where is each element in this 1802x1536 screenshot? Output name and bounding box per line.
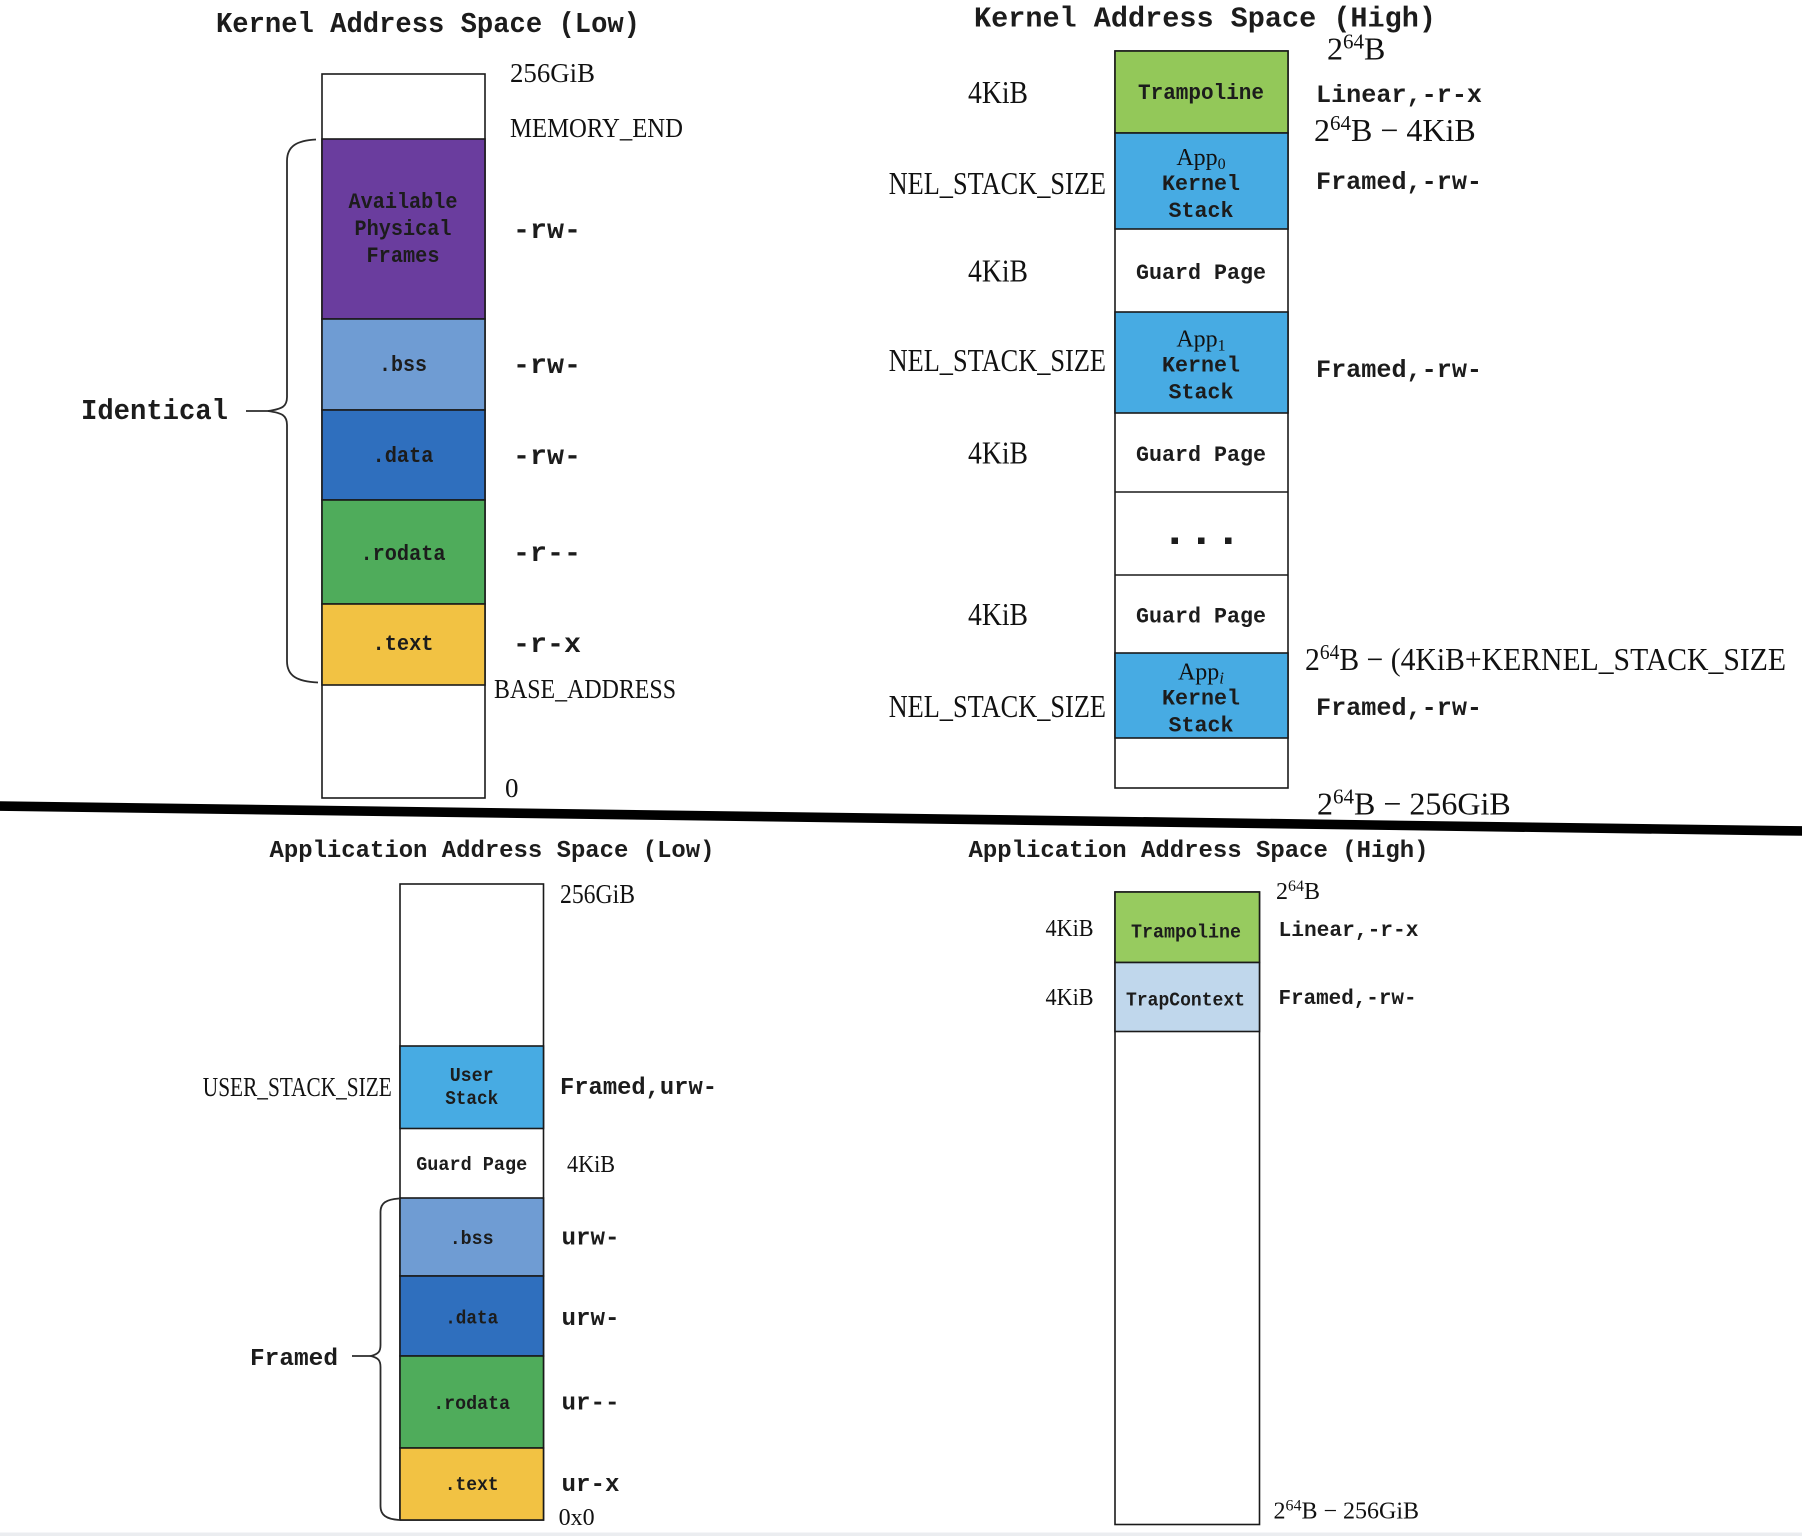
svg-text:ur--: ur-- xyxy=(562,1391,620,1418)
svg-text:.bss: .bss xyxy=(450,1228,494,1250)
svg-text:Linear,-r-x: Linear,-r-x xyxy=(1279,919,1419,943)
svg-text:Kernel Address Space (Low): Kernel Address Space (Low) xyxy=(216,8,640,41)
svg-text:4KiB: 4KiB xyxy=(1046,916,1094,942)
svg-text:Application Address Space (Low: Application Address Space (Low) xyxy=(270,838,715,865)
svg-text:Framed,-rw-: Framed,-rw- xyxy=(1316,168,1482,197)
svg-text:Framed,-rw-: Framed,-rw- xyxy=(1279,987,1417,1011)
svg-text:.text: .text xyxy=(445,1474,499,1496)
svg-text:264B: 264B xyxy=(1276,878,1320,905)
svg-text:264B − 256GiB: 264B − 256GiB xyxy=(1317,785,1511,822)
svg-text:264B − 4KiB: 264B − 4KiB xyxy=(1314,111,1476,148)
svg-text:App1: App1 xyxy=(1176,327,1225,355)
svg-text:4KiB: 4KiB xyxy=(968,596,1028,632)
svg-text:urw-: urw- xyxy=(562,1226,620,1253)
svg-text:Guard Page: Guard Page xyxy=(1136,605,1266,630)
svg-text:Kernel: Kernel xyxy=(1162,687,1240,712)
svg-text:.bss: .bss xyxy=(379,353,427,378)
svg-text:Framed: Framed xyxy=(250,1346,338,1373)
svg-text:0: 0 xyxy=(505,773,519,803)
svg-text:Stack: Stack xyxy=(1169,381,1234,406)
svg-text:Trampoline: Trampoline xyxy=(1131,922,1241,944)
svg-text:Guard Page: Guard Page xyxy=(416,1154,527,1176)
svg-text:ur-x: ur-x xyxy=(562,1472,620,1499)
svg-text:urw-: urw- xyxy=(562,1306,620,1333)
svg-text:264B − 256GiB: 264B − 256GiB xyxy=(1274,1498,1420,1525)
svg-text:User: User xyxy=(450,1065,494,1087)
svg-text:Framed,-rw-: Framed,-rw- xyxy=(1316,356,1482,385)
svg-text:Kernel: Kernel xyxy=(1162,172,1240,197)
svg-text:256GiB: 256GiB xyxy=(560,879,635,909)
svg-text:MEMORY_END: MEMORY_END xyxy=(510,113,683,143)
svg-text:.data: .data xyxy=(445,1308,498,1330)
svg-text:Stack: Stack xyxy=(1169,199,1234,224)
svg-text:4KiB: 4KiB xyxy=(567,1152,615,1178)
svg-text:.rodata: .rodata xyxy=(361,542,446,567)
svg-text:.text: .text xyxy=(373,632,434,657)
svg-text:264B − (4KiB+KERNEL_STACK_SIZE: 264B − (4KiB+KERNEL_STACK_SIZE xyxy=(1305,640,1786,677)
svg-text:4KiB: 4KiB xyxy=(968,74,1028,110)
svg-text:Physical: Physical xyxy=(355,217,452,242)
svg-text:.data: .data xyxy=(373,444,434,469)
svg-text:Guard Page: Guard Page xyxy=(1136,261,1266,286)
svg-text:BASE_ADDRESS: BASE_ADDRESS xyxy=(494,674,676,704)
svg-text:App0: App0 xyxy=(1176,145,1225,173)
svg-text:Trampoline: Trampoline xyxy=(1138,81,1264,106)
svg-text:Framed,-rw-: Framed,-rw- xyxy=(1316,694,1482,723)
svg-text:4KiB: 4KiB xyxy=(968,253,1028,289)
svg-text:Available: Available xyxy=(349,190,458,215)
svg-text:Framed,urw-: Framed,urw- xyxy=(560,1075,717,1102)
svg-text:.rodata: .rodata xyxy=(433,1393,510,1415)
svg-text:256GiB: 256GiB xyxy=(510,58,595,88)
svg-text:-rw-: -rw- xyxy=(513,442,581,473)
svg-text:TrapContext: TrapContext xyxy=(1126,990,1245,1012)
svg-text:Stack: Stack xyxy=(445,1088,498,1110)
svg-text:Appi: Appi xyxy=(1178,660,1224,688)
svg-text:Frames: Frames xyxy=(367,244,440,269)
svg-text:RNEL_STACK_SIZE: RNEL_STACK_SIZE xyxy=(871,342,1106,378)
svg-text:4KiB: 4KiB xyxy=(1046,985,1094,1011)
svg-text:Application Address Space (Hig: Application Address Space (High) xyxy=(969,838,1429,865)
svg-text:-rw-: -rw- xyxy=(513,216,581,247)
svg-text:0x0: 0x0 xyxy=(559,1505,595,1531)
svg-text:RNEL_STACK_SIZE: RNEL_STACK_SIZE xyxy=(871,688,1106,724)
svg-text:Kernel Address Space (High): Kernel Address Space (High) xyxy=(974,3,1436,36)
svg-text:RNEL_STACK_SIZE: RNEL_STACK_SIZE xyxy=(871,165,1106,201)
svg-text:4KiB: 4KiB xyxy=(968,435,1028,471)
svg-text:-r--: -r-- xyxy=(513,539,581,570)
svg-text:-rw-: -rw- xyxy=(513,351,581,382)
svg-text:Kernel: Kernel xyxy=(1162,354,1240,379)
svg-text:Identical: Identical xyxy=(81,395,228,428)
svg-text:USER_STACK_SIZE: USER_STACK_SIZE xyxy=(203,1072,392,1102)
svg-text:-r-x: -r-x xyxy=(513,630,581,661)
svg-text:Guard Page: Guard Page xyxy=(1136,443,1266,468)
svg-text:Linear,-r-x: Linear,-r-x xyxy=(1316,81,1482,110)
svg-text:Stack: Stack xyxy=(1169,714,1234,739)
